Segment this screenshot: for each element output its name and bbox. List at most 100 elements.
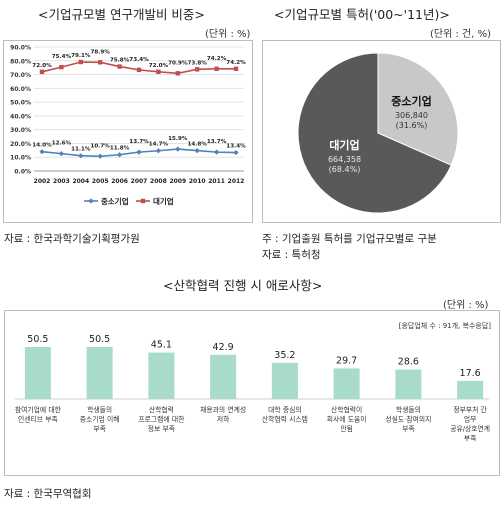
data-point bbox=[59, 64, 64, 70]
rd-chart-unit: (단위 : %) bbox=[205, 29, 251, 40]
data-label: 13.7% bbox=[207, 139, 227, 145]
x-tick-label: 2002 bbox=[34, 178, 51, 185]
category-label: 업무 bbox=[464, 416, 477, 424]
x-tick-label: 2007 bbox=[131, 178, 148, 185]
x-tick-label: 2009 bbox=[169, 178, 186, 185]
data-label: 13.4% bbox=[226, 144, 246, 150]
bar bbox=[457, 380, 484, 399]
category-label: 산학협력이 bbox=[331, 405, 362, 414]
data-point bbox=[214, 149, 220, 155]
y-tick-label: 70.0% bbox=[10, 72, 31, 79]
y-tick-label: 10.0% bbox=[10, 155, 31, 162]
data-label: 12.6% bbox=[52, 141, 72, 147]
category-label: 산학협력 bbox=[149, 405, 174, 414]
category-label: 대학 중심의 bbox=[268, 405, 301, 414]
data-label: 14.7% bbox=[149, 142, 169, 148]
category-label: 부족 bbox=[402, 425, 415, 433]
patent-pie-chart: 중소기업 306,840(31.6%) 대기업 664,358(68.4%) bbox=[297, 52, 459, 214]
rd-line-chart: 0.0% 10.0% 20.0% 30.0% 40.0% 50.0% 60.0% 70.0% 8… bbox=[10, 45, 246, 207]
category-label: 인센티브 부족 bbox=[18, 415, 58, 424]
data-label: 10.7% bbox=[90, 143, 110, 149]
pie-slice-percent: (31.6%) bbox=[396, 121, 428, 130]
bar-value-label: 35.2 bbox=[274, 350, 295, 361]
category-label: 부족 bbox=[464, 435, 477, 443]
data-label: 79.1% bbox=[71, 53, 91, 59]
patent-chart-panel: 중소기업 306,840 (31.6%) 대기업 664,358 (68.4%) bbox=[262, 40, 501, 223]
bar bbox=[210, 354, 237, 399]
legend-marker bbox=[88, 198, 94, 204]
bar-value-label: 42.9 bbox=[213, 342, 234, 353]
y-tick-label: 30.0% bbox=[10, 127, 31, 134]
x-tick-label: 2006 bbox=[111, 178, 128, 185]
y-tick-label: 60.0% bbox=[10, 86, 31, 93]
y-tick-label: 80.0% bbox=[10, 58, 31, 65]
x-tick-label: 2011 bbox=[208, 178, 225, 185]
data-label: 78.9% bbox=[90, 49, 110, 55]
note-right: 주 : 기업출원 특허를 기업규모별로 구분 bbox=[262, 233, 437, 245]
x-tick-label: 2003 bbox=[53, 178, 70, 185]
data-label: 13.7% bbox=[129, 139, 149, 145]
bar-value-label: 28.6 bbox=[398, 357, 419, 368]
legend-marker bbox=[140, 198, 146, 204]
data-point bbox=[195, 67, 200, 72]
category-label: 정보 부족 bbox=[148, 424, 175, 433]
source-bottom: 자료 : 한국무역협회 bbox=[4, 488, 92, 500]
data-label: 75.4% bbox=[52, 54, 72, 60]
data-point bbox=[136, 67, 142, 73]
coop-chart-title: <산학협력 진행 시 애로사항> bbox=[163, 278, 323, 293]
category-label: 참여기업에 대한 bbox=[15, 405, 61, 414]
patent-chart-title: <기업규모별 특허('00~'11년)> bbox=[274, 7, 450, 22]
source-right: 자료 : 특허청 bbox=[262, 249, 321, 261]
category-label: 채용과의 연계성 bbox=[200, 405, 246, 414]
pie-slice-name: 대기업 bbox=[329, 138, 359, 152]
bar-value-label: 29.7 bbox=[336, 355, 357, 366]
data-point bbox=[58, 151, 64, 157]
pie-slice-value: 664,358 bbox=[328, 155, 361, 164]
bar bbox=[395, 369, 422, 399]
bar-value-label: 17.6 bbox=[460, 368, 481, 379]
data-point bbox=[97, 153, 103, 159]
y-tick-label: 20.0% bbox=[10, 141, 31, 148]
source-left: 자료 : 한국과학기술기획평가원 bbox=[4, 233, 140, 245]
data-point bbox=[117, 152, 123, 158]
coop-chart-unit: (단위 : %) bbox=[443, 300, 489, 311]
bar-value-label: 50.5 bbox=[89, 334, 110, 345]
rd-chart-title: <기업규모별 연구개발비 비중> bbox=[38, 7, 205, 22]
data-label: 72.0% bbox=[32, 63, 52, 69]
category-label: 회사에 도움이 bbox=[327, 415, 367, 424]
x-tick-label: 2005 bbox=[92, 178, 109, 185]
category-label: 산학협력 시스템 bbox=[262, 415, 308, 424]
data-label: 14.0% bbox=[32, 143, 52, 149]
x-tick-label: 2010 bbox=[189, 178, 206, 185]
data-label: 73.4% bbox=[129, 57, 149, 63]
bar bbox=[86, 347, 113, 399]
data-label: 15.9% bbox=[168, 136, 188, 142]
data-point bbox=[214, 66, 219, 71]
data-point bbox=[175, 71, 180, 76]
patent-chart-unit: (단위 : 건, %) bbox=[430, 29, 491, 40]
data-point bbox=[156, 69, 161, 74]
category-label: 부족 bbox=[93, 425, 106, 433]
data-point bbox=[117, 64, 122, 69]
x-tick-label: 2004 bbox=[72, 178, 89, 185]
category-label: 정부부처 간 bbox=[453, 405, 486, 414]
data-point bbox=[175, 146, 181, 152]
category-label: 성실도·참여의지 bbox=[385, 415, 431, 424]
y-tick-label: 50.0% bbox=[10, 100, 31, 107]
bar-chart-note: [응답업체 수 : 91개, 복수응답] bbox=[399, 321, 492, 330]
category-label: 공유/상호연계 bbox=[450, 424, 490, 433]
data-point bbox=[233, 149, 239, 156]
y-tick-label: 0.0% bbox=[14, 169, 31, 176]
bar-value-label: 50.5 bbox=[27, 334, 48, 345]
bar bbox=[333, 368, 360, 399]
data-label: 70.9% bbox=[168, 60, 188, 66]
data-point bbox=[98, 60, 103, 65]
rd-chart-panel: 0.0% 10.0% 20.0% 30.0% 40.0% 50.0% 60.0% 70.0% 8… bbox=[3, 40, 253, 223]
pie-slice bbox=[377, 52, 459, 166]
pie-slice-name: 중소기업 bbox=[391, 94, 431, 108]
data-point bbox=[136, 149, 142, 155]
data-label: 75.8% bbox=[110, 58, 130, 64]
data-label: 11.8% bbox=[110, 146, 130, 152]
y-tick-label: 40.0% bbox=[10, 113, 31, 120]
